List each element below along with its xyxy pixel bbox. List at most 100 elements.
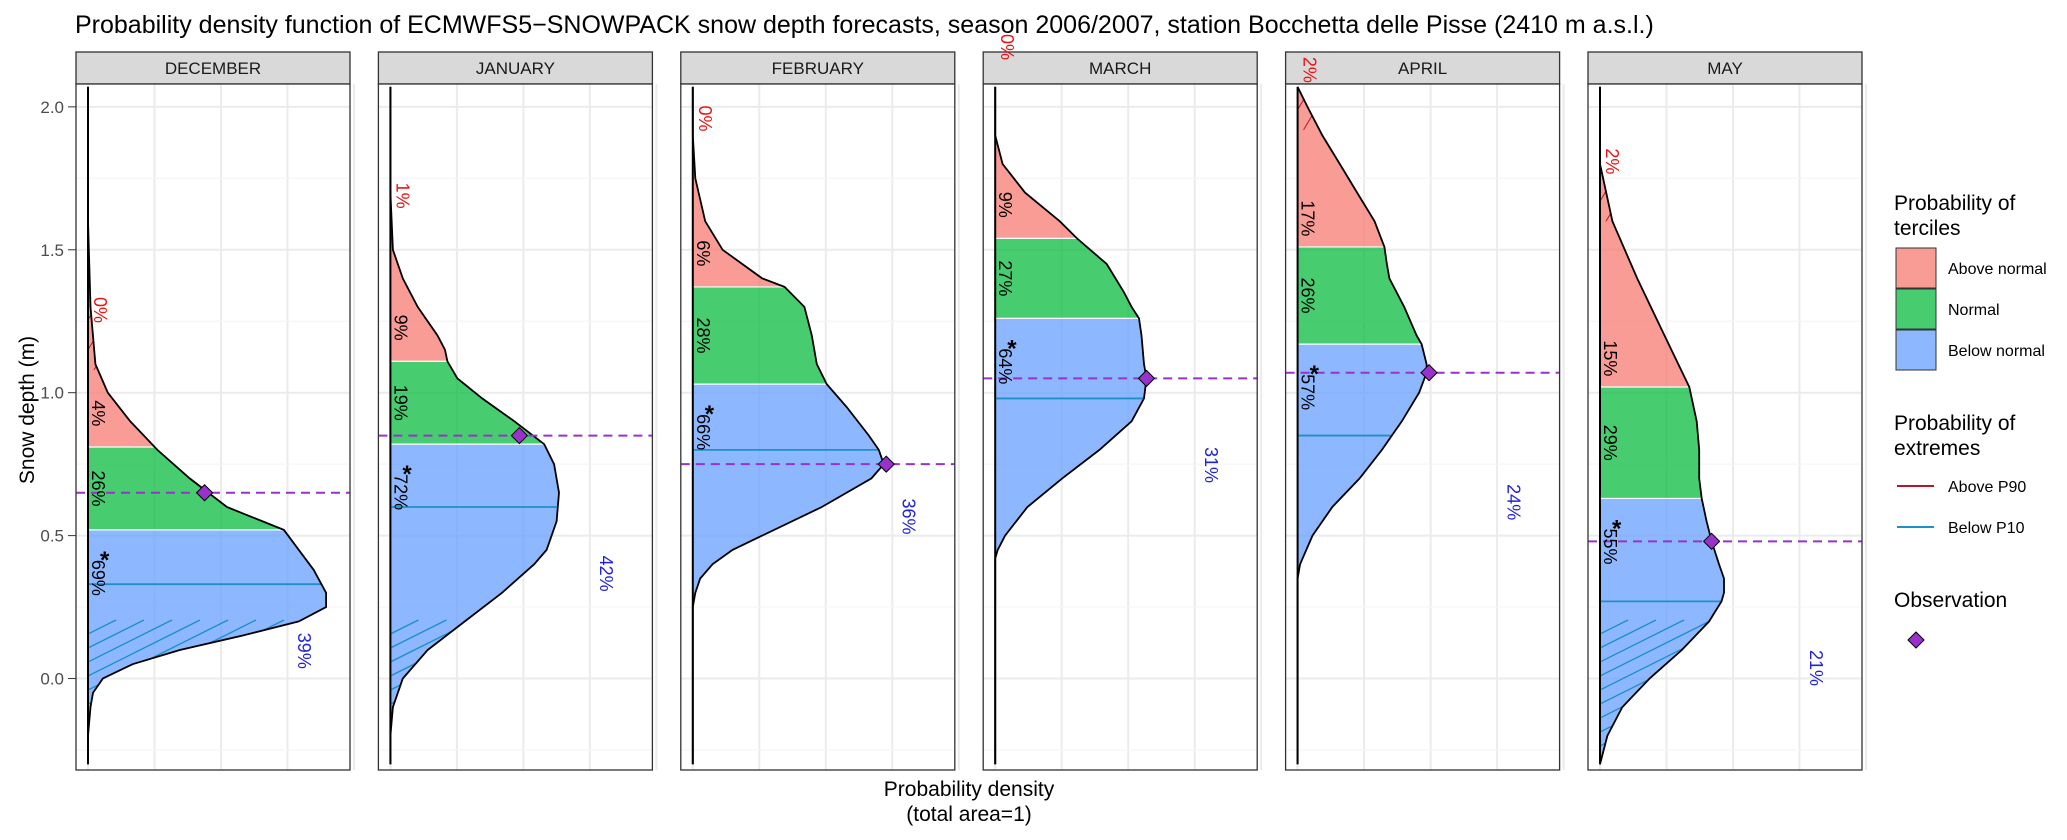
density-curve [994,86,1148,765]
y-tick-label: 1.0 [40,384,64,403]
label-prob-above-p90: 0% [90,297,110,323]
panel-april: APRIL 17% 26% 57%* 2% 24% [1284,51,1565,771]
hatch-below-p10 [1600,619,1657,765]
y-tick-label: 0.5 [40,527,64,546]
hatch-above-p90 [1984,81,2067,281]
legend-terciles-title-line1: Probability of [1894,192,2016,215]
label-prob-normal: 26% [1298,278,1318,314]
density-curve [1296,86,1428,765]
label-prob-above-normal: 6% [693,240,713,266]
legend-label-tercile: Above normal [1948,261,2047,278]
observation-marker [877,455,895,473]
observation-marker [1702,532,1721,551]
label-prob-above-normal: 15% [1600,340,1620,376]
chart-title: Probability density function of ECMWFS5−… [75,11,1654,39]
y-tick-label: 0.0 [40,670,64,689]
hatch-below-p10 [390,619,475,765]
observation-marker [510,426,529,445]
label-prob-above-normal: 17% [1298,200,1318,236]
legend-observation [1907,631,1925,649]
label-prob-above-p90: 0% [997,34,1017,60]
density-curve [389,86,560,765]
label-prob-below-p10: 31% [1201,447,1221,483]
legend-key-tercile [1895,288,1937,330]
hatch-below-p10 [88,619,201,765]
density-curve [691,86,885,765]
hatch-below-p10 [2000,620,2067,770]
hatch-below-p10 [1600,619,1685,765]
label-prob-below-p10: 24% [1503,484,1523,520]
hatch-below-p10 [88,619,173,765]
label-prob-below-p10: 36% [899,498,919,534]
label-prob-below-p10: 21% [1806,650,1826,686]
hatch-above-p90 [1966,81,2067,281]
label-prob-below-normal: 64% [995,348,1015,384]
hatch-below-p10 [2056,620,2067,770]
legend-label-tercile: Normal [1948,302,2000,319]
hatch-below-p10 [1944,620,2067,770]
panel-january: JANUARY 9% 19% 72%* 1% 42% [377,51,658,771]
panel-may: MAY 15% 29% 55%* 2% 21% [1587,51,2067,771]
facet-strip-label: APRIL [1398,59,1447,78]
observation-marker [195,484,214,502]
label-prob-normal: 29% [1600,425,1620,461]
panel-february: FEBRUARY 6% 28% 66%* 0% 36% [680,51,960,771]
density-curve [1599,86,1725,765]
hatch-above-p90 [2020,81,2067,281]
y-tick-label: 1.5 [40,241,64,260]
facet-strip-label: DECEMBER [165,59,261,78]
label-prob-below-normal: 72% [390,474,410,510]
y-axis-title: Snow depth (m) [16,336,39,484]
label-prob-below-normal: 57% [1298,374,1318,410]
y-axis: 0.0 0.5 1.0 1.5 2.0 [40,98,76,689]
hatch-below-p10 [1972,620,2067,770]
label-prob-normal: 27% [995,260,1015,296]
hatch-below-p10 [1600,619,1713,765]
facet-strip-label: FEBRUARY [772,59,864,78]
hatch-below-p10 [1832,620,2067,770]
hatch-below-p10 [1916,620,2067,770]
hatch-above-p90 [0,230,16,430]
label-prob-below-normal: 55% [1600,528,1620,564]
legend-key-observation [1907,631,1925,649]
hatch-below-p10 [88,619,229,765]
hatch-below-p10 [88,619,89,765]
facet-strip [75,51,351,85]
x-axis-title-line2: (total area=1) [906,803,1032,826]
hatch-above-p90 [1930,81,2050,281]
significance-star: * [402,461,412,488]
legend: Probability of terciles Above normal Norm… [1894,192,2047,649]
hatch-above-p90 [2038,81,2067,281]
legend-label-extreme: Below P10 [1948,520,2025,537]
facet-strip [680,51,956,85]
legend-terciles-title-line2: terciles [1894,217,1961,240]
label-prob-below-p10: 42% [596,556,616,592]
legend-extremes-title-line2: extremes [1894,437,1980,460]
y-tick-label: 2.0 [40,98,64,117]
legend-extremes-title-line1: Probability of [1894,412,2016,435]
hatch-above-p90 [2056,81,2067,281]
label-prob-above-p90: 0% [695,105,715,131]
x-axis-title-line1: Probability density [884,778,1055,801]
panel-border [1587,83,1863,771]
observation-marker [1137,369,1156,388]
legend-terciles: Above normal Normal Below normal [1895,247,2047,371]
label-prob-below-normal: 69% [88,560,108,596]
legend-observation-title: Observation [1894,589,2007,612]
label-prob-above-p90: 2% [1602,148,1622,174]
hatch-below-p10 [88,619,145,765]
label-prob-below-p10: 39% [294,633,314,669]
panel-border [377,83,654,771]
label-prob-normal: 28% [693,318,713,354]
facet-strip-label: JANUARY [476,59,555,78]
significance-star: * [1612,515,1622,542]
legend-extremes: Above P90 Below P10 [1897,479,2026,537]
facet-panels: DECEMBER4%26%69%*0%39%JANUARY9%19%72%*1%… [0,34,2067,771]
panel-december: DECEMBER 4% 26% 69%* 0% 39% [0,51,355,771]
label-prob-below-normal: 66% [693,414,713,450]
label-prob-above-normal: 9% [390,315,410,341]
label-prob-normal: 19% [390,385,410,421]
hatch-above-p90 [2002,81,2067,281]
significance-star: * [100,547,110,574]
